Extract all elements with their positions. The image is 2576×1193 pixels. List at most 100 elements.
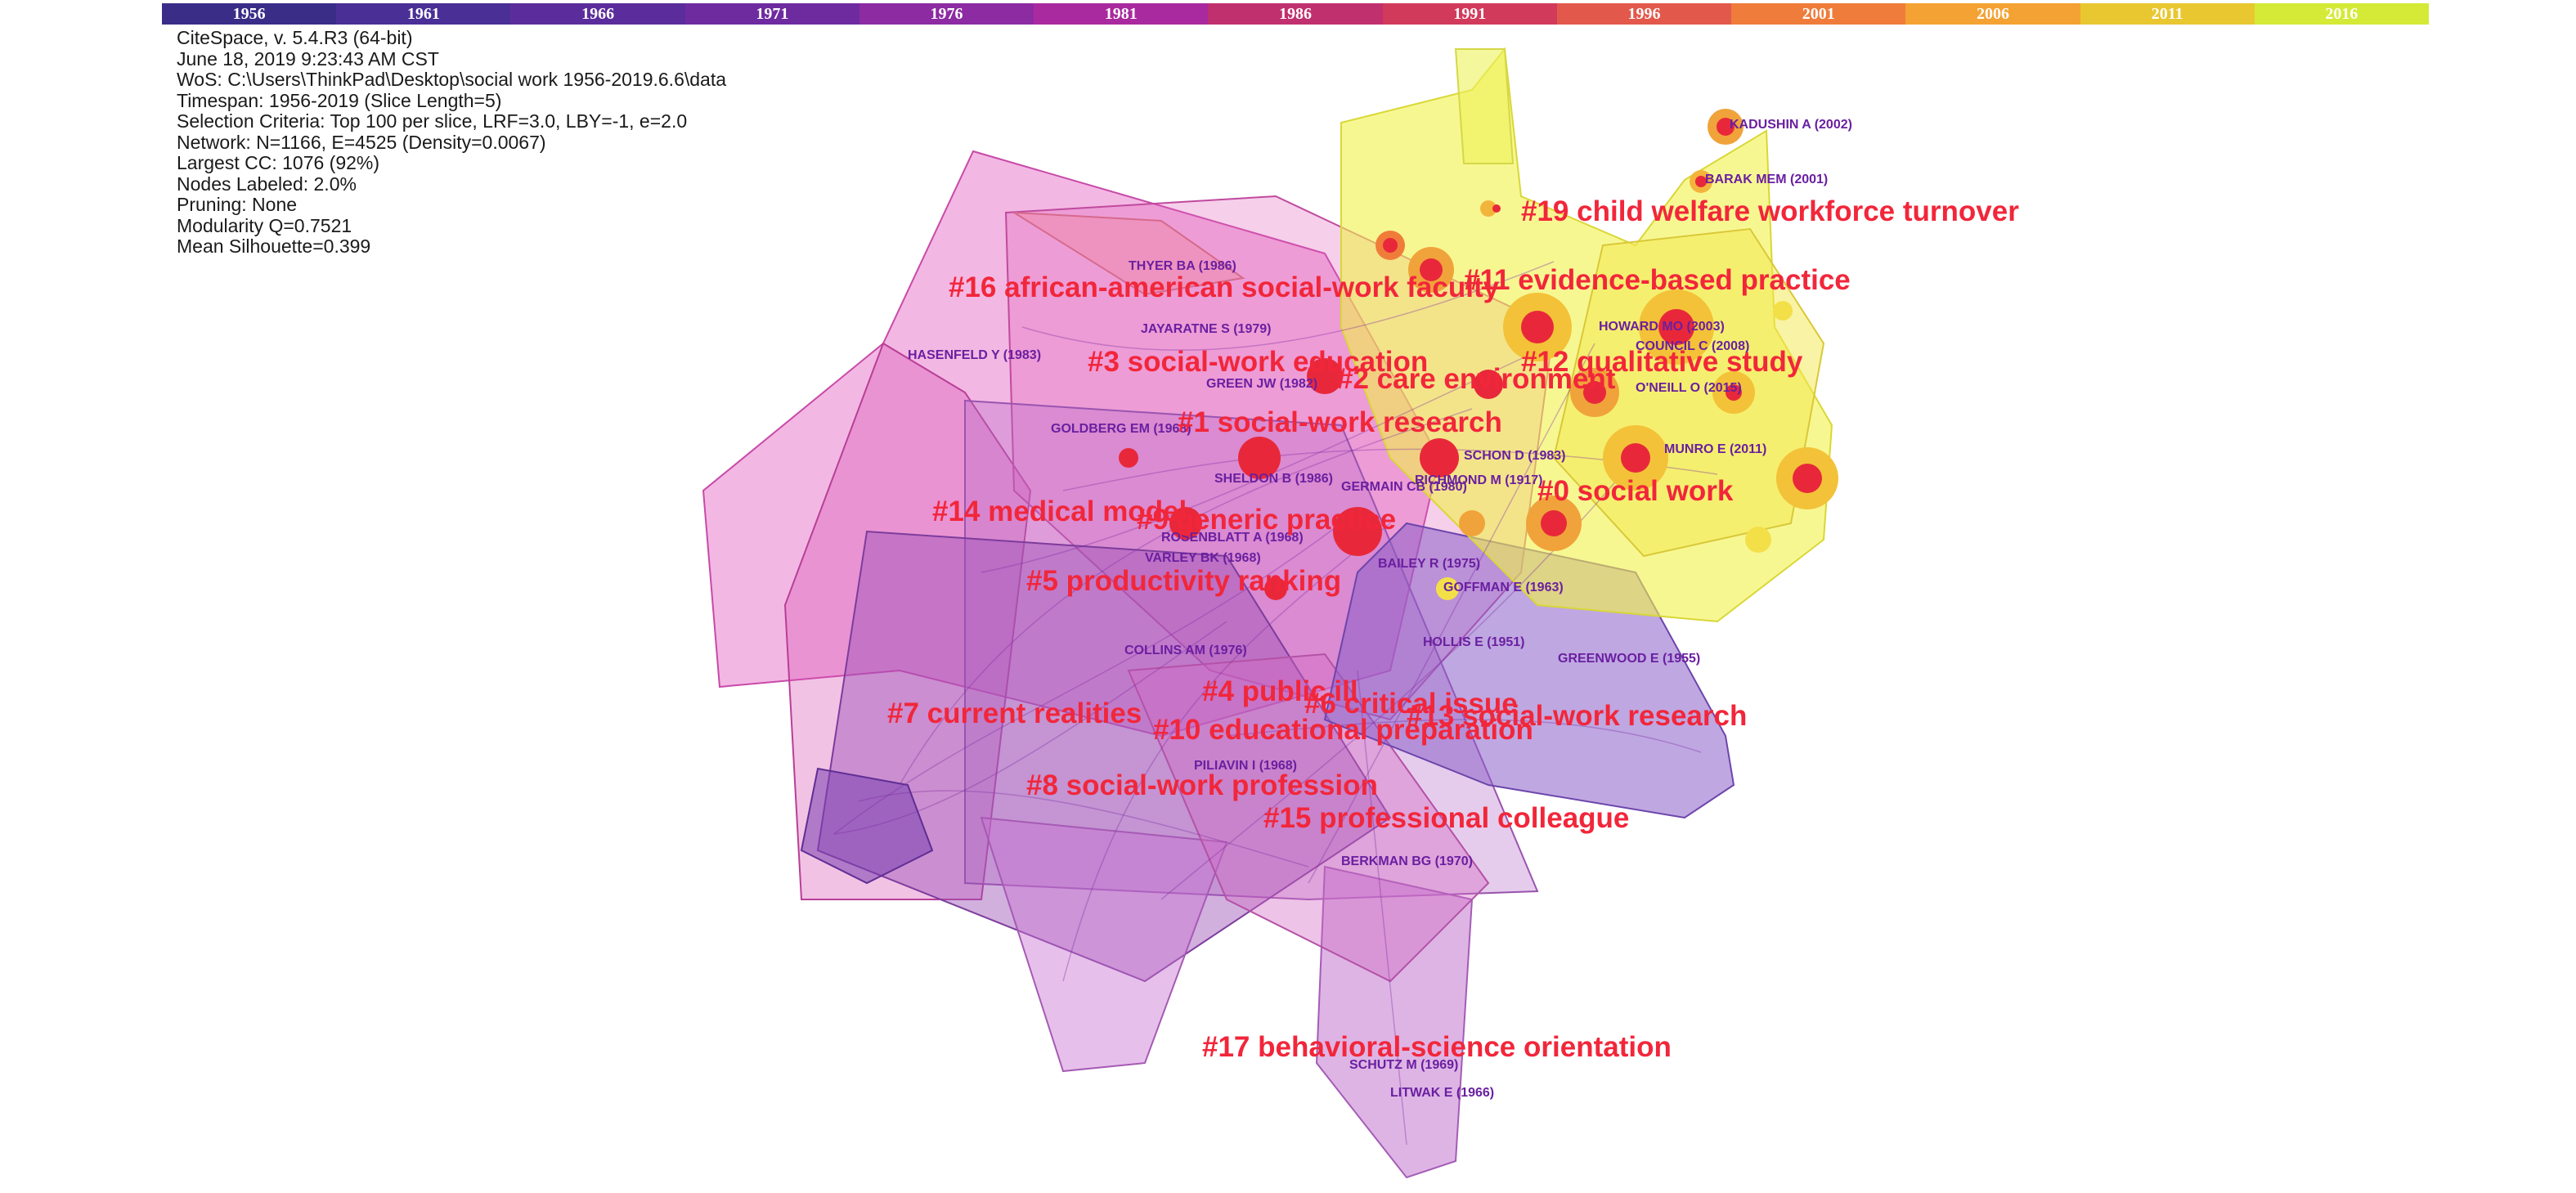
cluster-label: #16 african-american social-work faculty: [949, 271, 1500, 303]
citation-node: [1773, 301, 1793, 321]
year-cell: 1976: [859, 3, 1034, 25]
author-label: SCHON D (1983): [1464, 449, 1565, 463]
author-label: SCHUTZ M (1969): [1349, 1058, 1458, 1072]
citation-node: [1238, 437, 1281, 479]
author-label: HOLLIS E (1951): [1423, 635, 1524, 649]
info-software-version: CiteSpace, v. 5.4.R3 (64-bit): [177, 27, 413, 48]
author-label: THYER BA (1986): [1129, 259, 1236, 273]
citation-node: [1793, 464, 1822, 493]
cluster-label: #1 social-work research: [1178, 406, 1502, 438]
year-cell: 1981: [1034, 3, 1209, 25]
citation-node: [1658, 309, 1694, 345]
author-label: GREEN JW (1982): [1206, 377, 1317, 391]
cluster-hull: [1454, 48, 1515, 164]
author-labels: KADUSHIN A (2002) BARAK MEM (2001) THYER…: [908, 118, 1852, 1100]
year-cell: 2016: [2254, 3, 2430, 25]
cluster-label: #9 generic practice: [1137, 504, 1396, 536]
citation-node: [1474, 370, 1503, 399]
citation-node: [1459, 510, 1485, 536]
info-timespan: Timespan: 1956-2019 (Slice Length=5): [177, 89, 502, 111]
author-label: GERMAIN CB (1980): [1341, 480, 1467, 494]
citation-node: [1383, 238, 1398, 253]
citation-node: [1541, 510, 1567, 536]
author-label: HOWARD MO (2003): [1599, 320, 1725, 334]
info-modularity: Modularity Q=0.7521: [177, 214, 352, 236]
info-nodes-labeled: Nodes Labeled: 2.0%: [177, 173, 357, 195]
year-cell: 1991: [1382, 3, 1557, 25]
author-label: SHELDON B (1986): [1214, 472, 1333, 486]
author-label: BAILEY R (1975): [1378, 557, 1480, 571]
info-date: June 18, 2019 9:23:43 AM CST: [177, 47, 439, 70]
year-cell: 1971: [684, 3, 859, 25]
year-cell: 2001: [1731, 3, 1906, 25]
author-label: GREENWOOD E (1955): [1558, 652, 1700, 666]
cluster-label: #0 social work: [1537, 475, 1734, 507]
year-cell: 1966: [510, 3, 685, 25]
cluster-label: #3 social-work education: [1088, 346, 1428, 378]
cluster-label: #13 social-work research: [1407, 700, 1747, 732]
cluster-hull: [800, 767, 934, 885]
cluster-label: #7 current realities: [887, 697, 1142, 729]
info-largest-cc: Largest CC: 1076 (92%): [177, 152, 380, 173]
cluster-label: #4 public ill: [1202, 675, 1358, 707]
info-data-path: WoS: C:\Users\ThinkPad\Desktop\social wo…: [177, 69, 727, 90]
citation-node: [1621, 443, 1650, 473]
cluster-label: #19 child welfare workforce turnover: [1521, 195, 2019, 227]
cluster-label: #11 evidence-based practice: [1464, 264, 1851, 296]
year-cell: 2006: [1905, 3, 2080, 25]
citation-node: [1420, 258, 1443, 281]
cluster-hull: [1315, 865, 1474, 1179]
citation-nodes: [1119, 109, 1838, 600]
cluster-label: #6 critical issue: [1304, 688, 1518, 720]
cluster-label: #15 professional colleague: [1263, 802, 1629, 834]
info-network: Network: N=1166, E=4525 (Density=0.0067): [177, 131, 546, 153]
cluster-hull: [980, 816, 1228, 1073]
cluster-hull: [783, 342, 1032, 900]
cluster-hull: [1013, 212, 1245, 296]
cluster-hulls: [702, 47, 1833, 1179]
year-cell: 1961: [336, 3, 511, 25]
author-label: KADUSHIN A (2002): [1730, 118, 1852, 132]
analysis-info-panel: CiteSpace, v. 5.4.R3 (64-bit) June 18, 2…: [177, 27, 727, 258]
citation-node: [1420, 438, 1459, 478]
author-label: ROSENBLATT A (1968): [1161, 531, 1304, 545]
citation-node: [1480, 200, 1497, 217]
citation-node: [1307, 358, 1343, 394]
author-label: COLLINS AM (1976): [1124, 644, 1247, 657]
author-label: LITWAK E (1966): [1390, 1086, 1494, 1100]
author-label: PILIAVIN I (1968): [1194, 759, 1297, 773]
year-cell: 1986: [1208, 3, 1383, 25]
year-cell: 1956: [162, 3, 337, 25]
cluster-hull: [1127, 653, 1490, 983]
cluster-labels: #19 child welfare workforce turnover #11…: [887, 195, 2019, 1063]
year-cell: 2011: [2080, 3, 2255, 25]
cluster-label: #17 behavioral-science orientation: [1202, 1031, 1672, 1063]
citation-node: [1726, 384, 1742, 401]
info-pruning: Pruning: None: [177, 194, 298, 215]
author-label: GOFFMAN E (1963): [1443, 581, 1564, 594]
citation-node: [1436, 577, 1459, 600]
citation-node: [1521, 311, 1554, 343]
citation-node: [1264, 577, 1287, 600]
citation-node: [1169, 507, 1202, 540]
author-label: O'NEILL O (2015): [1636, 381, 1742, 395]
author-label: BERKMAN BG (1970): [1341, 854, 1473, 868]
cluster-label: #5 productivity ranking: [1026, 565, 1341, 597]
cluster-label: #12 qualitative study: [1521, 346, 1803, 378]
citation-node: [1717, 118, 1735, 136]
cluster-label: #2 care environment: [1337, 363, 1616, 395]
author-label: HASENFELD Y (1983): [908, 348, 1041, 362]
timeline-color-bar: 1956 1961 1966 1971 1976 1981 1986 1991 …: [162, 3, 2430, 25]
author-label: JAYARATNE S (1979): [1141, 322, 1271, 336]
author-label: COUNCIL C (2008): [1636, 339, 1749, 353]
info-silhouette: Mean Silhouette=0.399: [177, 235, 371, 257]
author-label: GOLDBERG EM (1968): [1051, 422, 1192, 436]
author-label: VARLEY BK (1968): [1145, 551, 1261, 565]
cluster-label: #10 educational preparation: [1153, 714, 1533, 746]
citation-node: [1695, 176, 1707, 187]
author-label: BARAK MEM (2001): [1705, 173, 1828, 186]
info-selection-criteria: Selection Criteria: Top 100 per slice, L…: [177, 110, 688, 132]
year-cell: 1996: [1556, 3, 1732, 25]
cluster-label: #8 social-work profession: [1026, 769, 1378, 801]
